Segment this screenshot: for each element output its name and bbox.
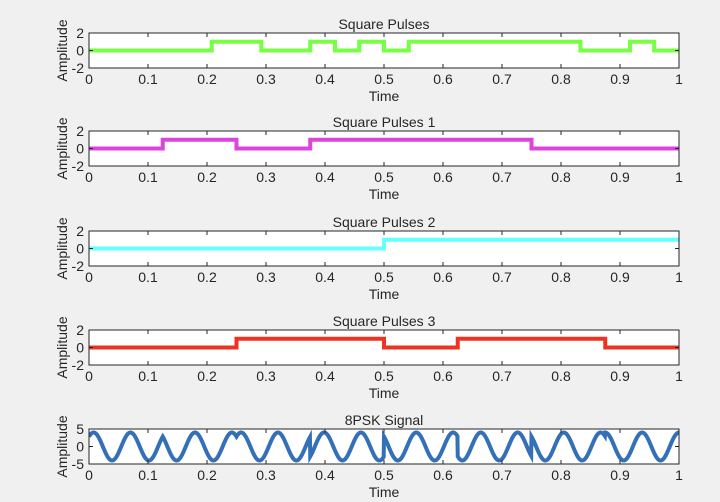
x-tick-label: 0.1 xyxy=(138,467,158,483)
x-tick-label: 0.6 xyxy=(433,71,453,87)
y-axis-label: Amplitude xyxy=(54,19,70,81)
x-axis-label: Time xyxy=(369,286,400,302)
x-tick-label: 0.3 xyxy=(256,368,276,384)
y-tick-label: 2 xyxy=(76,322,84,338)
chart-title: Square Pulses 2 xyxy=(333,214,436,230)
x-tick-label: 0.1 xyxy=(138,169,158,185)
x-tick-label: 0.2 xyxy=(197,467,217,483)
x-tick-label: 0.5 xyxy=(374,467,394,483)
x-tick-label: 0.7 xyxy=(492,269,512,285)
x-tick-label: 0.1 xyxy=(138,368,158,384)
x-tick-label: 0.6 xyxy=(433,169,453,185)
series-line xyxy=(89,237,679,251)
x-tick-label: 0.2 xyxy=(197,71,217,87)
subplot-4: 0 0.1 0.2 0.3 0.4 0.5 0.6 0.7 0.8 0.9 1 2 0-2 Square … xyxy=(54,313,683,401)
y-tick-label: -2 xyxy=(72,258,85,274)
x-tick-label: 0.6 xyxy=(433,467,453,483)
x-tick-label: 0.8 xyxy=(551,169,571,185)
y-tick-label: -5 xyxy=(72,456,85,472)
x-tick-label: 0.8 xyxy=(551,269,571,285)
x-tick-label: 0.4 xyxy=(315,467,335,483)
y-axis-label: Amplitude xyxy=(54,217,70,279)
x-axis-label: Time xyxy=(369,385,400,401)
x-tick-label: 0.3 xyxy=(256,467,276,483)
series-line xyxy=(89,429,679,464)
x-tick-label: 0.2 xyxy=(197,169,217,185)
x-tick-label: 0.5 xyxy=(374,269,394,285)
x-tick-label: 0.9 xyxy=(610,169,630,185)
y-tick-label: 0 xyxy=(76,340,84,356)
subplot-5: 0 0.1 0.2 0.3 0.4 0.5 0.6 0.7 0.8 0.9 1 5 0-5 8PSK Si… xyxy=(54,412,683,500)
x-tick-label: 0.9 xyxy=(610,71,630,87)
x-tick-label: 0 xyxy=(85,467,93,483)
x-tick-label: 0.9 xyxy=(610,368,630,384)
y-tick-label: 2 xyxy=(76,123,84,139)
x-tick-label: 0.4 xyxy=(315,71,335,87)
chart-title: Square Pulses xyxy=(338,16,429,32)
x-axis-label: Time xyxy=(369,484,400,500)
x-tick-label: 0.7 xyxy=(492,467,512,483)
x-tick-label: 0.2 xyxy=(197,368,217,384)
x-tick-label: 0.5 xyxy=(374,368,394,384)
y-tick-label: 5 xyxy=(76,421,84,437)
x-tick-label: 1 xyxy=(675,269,683,285)
x-tick-label: 0.7 xyxy=(492,169,512,185)
x-tick-label: 0 xyxy=(85,269,93,285)
x-tick-label: 0.9 xyxy=(610,269,630,285)
series-line xyxy=(89,137,679,151)
subplot-3: 0 0.1 0.2 0.3 0.4 0.5 0.6 0.7 0.8 0.9 1 2 0-2 Square … xyxy=(54,214,683,302)
series-line xyxy=(89,336,679,350)
chart-title: Square Pulses 1 xyxy=(333,114,436,130)
y-tick-label: 0 xyxy=(76,439,84,455)
x-tick-label: 0.4 xyxy=(315,269,335,285)
x-tick-label: 0.7 xyxy=(492,368,512,384)
x-tick-label: 0.1 xyxy=(138,269,158,285)
x-tick-label: 1 xyxy=(675,368,683,384)
x-axis-label: Time xyxy=(369,88,400,104)
y-tick-label: 2 xyxy=(76,25,84,41)
x-tick-label: 0.3 xyxy=(256,71,276,87)
x-tick-label: 1 xyxy=(675,71,683,87)
x-tick-label: 0.3 xyxy=(256,269,276,285)
x-tick-label: 0.2 xyxy=(197,269,217,285)
x-tick-label: 0 xyxy=(85,368,93,384)
y-tick-label: 0 xyxy=(76,141,84,157)
x-tick-label: 1 xyxy=(675,169,683,185)
y-tick-label: 2 xyxy=(76,223,84,239)
x-tick-label: 0.9 xyxy=(610,467,630,483)
y-tick-label: -2 xyxy=(72,158,85,174)
x-tick-label: 0.1 xyxy=(138,71,158,87)
x-tick-label: 0.4 xyxy=(315,368,335,384)
series-line xyxy=(89,39,679,53)
subplot-2: 0 0.1 0.2 0.3 0.4 0.5 0.6 0.7 0.8 0.9 1 2 0-2 Square … xyxy=(54,114,683,202)
x-tick-label: 1 xyxy=(675,467,683,483)
y-axis-label: Amplitude xyxy=(54,316,70,378)
x-tick-label: 0.8 xyxy=(551,467,571,483)
x-tick-label: 0.5 xyxy=(374,71,394,87)
x-tick-label: 0.3 xyxy=(256,169,276,185)
y-tick-label: -2 xyxy=(72,357,85,373)
x-tick-label: 0.4 xyxy=(315,169,335,185)
x-axis-label: Time xyxy=(369,186,400,202)
y-axis-label: Amplitude xyxy=(54,415,70,477)
x-tick-label: 0 xyxy=(85,71,93,87)
y-tick-label: -2 xyxy=(72,60,85,76)
y-tick-label: 0 xyxy=(76,43,84,59)
x-tick-label: 0 xyxy=(85,169,93,185)
x-tick-label: 0.6 xyxy=(433,368,453,384)
y-tick-label: 0 xyxy=(76,241,84,257)
x-tick-label: 0.6 xyxy=(433,269,453,285)
y-axis-label: Amplitude xyxy=(54,117,70,179)
chart-title: Square Pulses 3 xyxy=(333,313,436,329)
x-tick-label: 0.8 xyxy=(551,368,571,384)
subplot-1: 0 0.1 0.2 0.3 0.4 0.5 0.6 0.7 0.8 0.9 1 2 0-2 Square … xyxy=(54,16,683,104)
x-tick-label: 0.5 xyxy=(374,169,394,185)
x-tick-label: 0.8 xyxy=(551,71,571,87)
x-tick-label: 0.7 xyxy=(492,71,512,87)
chart-title: 8PSK Signal xyxy=(345,412,424,428)
